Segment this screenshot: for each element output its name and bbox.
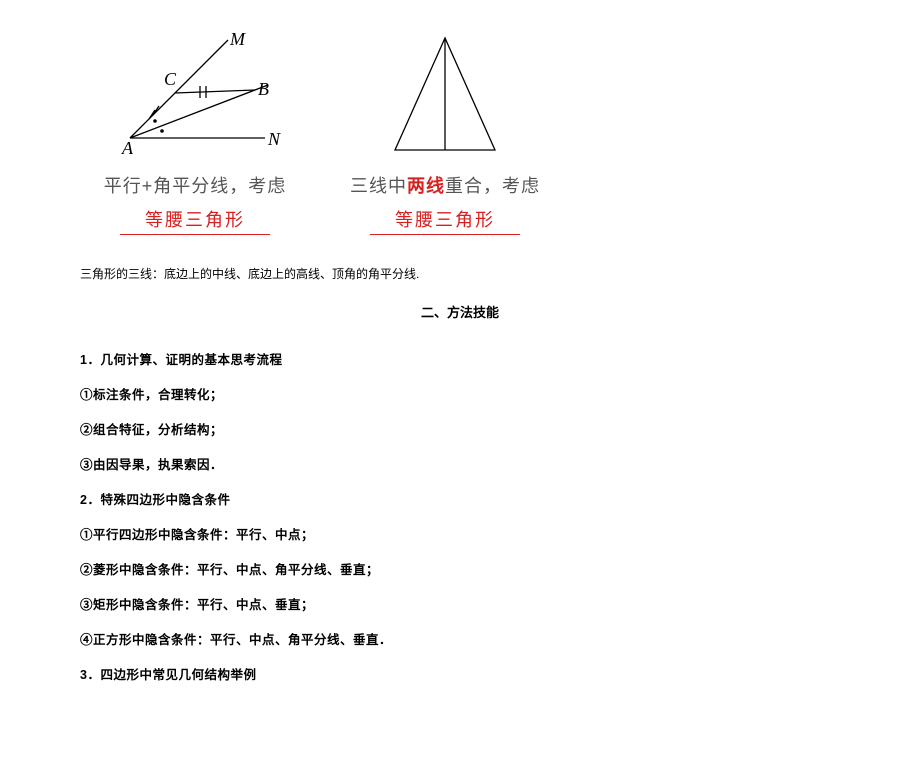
body-l2: ②组合特征，分析结构； xyxy=(80,419,840,438)
diagram2-caption1-pre: 三线中 xyxy=(350,176,407,196)
body-l3: ③由因导果，执果索因． xyxy=(80,454,840,473)
diagram-angle-bisector: A B C M N 平行+角平分线，考虑 等腰三角形 xyxy=(100,30,290,235)
body-l7: ④正方形中隐含条件：平行、中点、角平分线、垂直． xyxy=(80,629,840,648)
body-h1: 1．几何计算、证明的基本思考流程 xyxy=(80,349,840,368)
label-B: B xyxy=(258,79,269,99)
diagram2-caption1-highlight: 两线 xyxy=(407,176,445,196)
label-C: C xyxy=(164,69,177,89)
body-l4: ①平行四边形中隐含条件：平行、中点； xyxy=(80,524,840,543)
label-N: N xyxy=(267,129,281,149)
diagram2-caption1-post: 重合，考虑 xyxy=(445,176,540,196)
diagram1-svg: A B C M N xyxy=(100,30,290,160)
body-l5: ②菱形中隐含条件：平行、中点、角平分线、垂直； xyxy=(80,559,840,578)
diagram2-caption2: 等腰三角形 xyxy=(370,206,520,235)
diagram2-svg-wrap xyxy=(370,30,520,160)
diagrams-row: A B C M N 平行+角平分线，考虑 等腰三角形 三线中两线重合，考虑 xyxy=(100,30,840,235)
body-l6: ③矩形中隐含条件：平行、中点、垂直； xyxy=(80,594,840,613)
note-line: 三角形的三线：底边上的中线、底边上的高线、顶角的角平分线. xyxy=(80,265,840,282)
label-A: A xyxy=(121,138,134,158)
section-heading: 二、方法技能 xyxy=(80,302,840,321)
body-h3: 3．四边形中常见几何结构举例 xyxy=(80,664,840,683)
body-h2: 2．特殊四边形中隐含条件 xyxy=(80,489,840,508)
diagram1-caption2: 等腰三角形 xyxy=(120,206,270,235)
diagram2-caption1: 三线中两线重合，考虑 xyxy=(350,172,540,198)
diagram2-svg xyxy=(370,30,520,160)
diagram1-svg-wrap: A B C M N xyxy=(100,30,290,160)
diagram-isosceles: 三线中两线重合，考虑 等腰三角形 xyxy=(350,30,540,235)
body-text: 1．几何计算、证明的基本思考流程 ①标注条件，合理转化； ②组合特征，分析结构；… xyxy=(80,349,840,683)
body-l1: ①标注条件，合理转化； xyxy=(80,384,840,403)
label-M: M xyxy=(229,30,246,49)
diagram1-caption1: 平行+角平分线，考虑 xyxy=(104,172,287,198)
